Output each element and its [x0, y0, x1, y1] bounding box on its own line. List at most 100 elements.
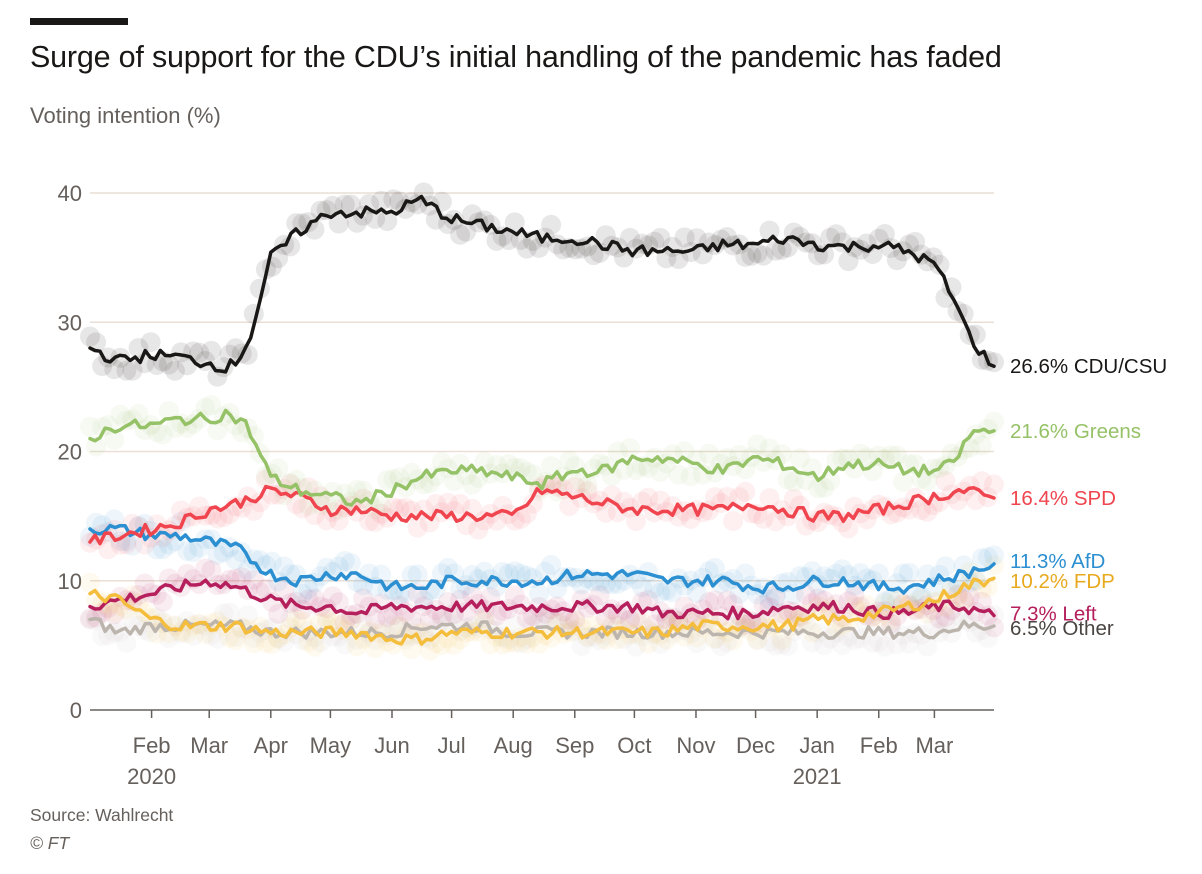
- poll-dot: [419, 473, 440, 494]
- poll-dot: [874, 636, 895, 657]
- poll-dot: [856, 594, 877, 615]
- poll-dot: [122, 608, 143, 629]
- x-tick-label: Jul: [438, 733, 466, 758]
- x-tick-label: Mar: [190, 733, 228, 758]
- poll-dot: [735, 563, 756, 584]
- series-end-label: 7.3% Left: [1010, 603, 1097, 626]
- poll-dot: [826, 506, 847, 527]
- poll-dot: [268, 248, 289, 269]
- poll-dot: [698, 443, 719, 464]
- poll-dot: [941, 600, 962, 621]
- poll-dot: [431, 452, 452, 473]
- poll-dot: [547, 612, 568, 633]
- poll-dot: [686, 633, 707, 654]
- poll-dot: [298, 589, 319, 610]
- poll-dot: [680, 466, 701, 487]
- poll-dot: [844, 630, 865, 651]
- poll-dot: [359, 511, 380, 532]
- poll-dot: [158, 354, 179, 375]
- y-tick-label: 10: [58, 569, 82, 594]
- poll-dot: [116, 599, 137, 620]
- poll-dot: [80, 416, 100, 437]
- poll-dot: [528, 633, 549, 654]
- poll-dot: [838, 448, 859, 469]
- poll-dot: [189, 537, 210, 558]
- poll-dot: [177, 563, 198, 584]
- poll-dot: [431, 635, 452, 656]
- poll-dot: [444, 635, 465, 656]
- poll-dot: [880, 445, 901, 466]
- poll-dot: [310, 632, 331, 653]
- poll-dot: [601, 574, 622, 595]
- poll-dot: [692, 599, 713, 620]
- poll-dot: [383, 614, 404, 635]
- poll-dot: [474, 561, 495, 582]
- poll-dot: [468, 519, 489, 540]
- poll-dot: [862, 461, 883, 482]
- poll-dot: [146, 539, 167, 560]
- y-tick-label: 0: [70, 698, 82, 723]
- poll-dot: [304, 636, 325, 657]
- poll-dot: [116, 410, 137, 431]
- poll-dot: [607, 441, 628, 462]
- poll-dot: [377, 606, 398, 627]
- poll-dot: [789, 226, 810, 247]
- poll-dot: [735, 481, 756, 502]
- poll-dot: [334, 620, 355, 641]
- poll-dot: [207, 628, 228, 649]
- poll-dot: [437, 492, 458, 513]
- poll-dot: [164, 360, 185, 381]
- poll-dot: [947, 586, 968, 607]
- poll-dot: [183, 625, 204, 646]
- poll-dot: [650, 461, 671, 482]
- poll-dot: [346, 479, 367, 500]
- poll-dot: [571, 472, 592, 493]
- poll-dot: [577, 236, 598, 257]
- poll-dot: [365, 638, 386, 659]
- poll-dot: [753, 508, 774, 529]
- poll-dot: [553, 601, 574, 622]
- poll-dot: [516, 238, 537, 259]
- chart-title: Surge of support for the CDU’s initial h…: [30, 40, 1002, 74]
- poll-dot: [243, 500, 264, 521]
- poll-dot: [899, 234, 920, 255]
- poll-dot: [929, 254, 950, 275]
- poll-dot: [510, 508, 531, 529]
- poll-dot: [905, 231, 926, 252]
- poll-dot: [201, 505, 222, 526]
- poll-dot: [571, 488, 592, 509]
- poll-dot: [650, 490, 671, 511]
- poll-dot: [959, 586, 980, 607]
- poll-dot: [158, 568, 179, 589]
- poll-dot: [334, 550, 355, 571]
- poll-dot: [328, 213, 349, 234]
- poll-dot: [298, 212, 319, 233]
- poll-dot: [498, 563, 519, 584]
- x-tick-label: Mar: [915, 733, 953, 758]
- poll-dot: [371, 564, 392, 585]
- poll-dot: [456, 575, 477, 596]
- poll-dot: [959, 572, 980, 593]
- poll-dot: [86, 436, 107, 457]
- poll-dot: [565, 476, 586, 497]
- poll-dot: [189, 496, 210, 517]
- poll-dot: [759, 438, 780, 459]
- poll-dot: [765, 240, 786, 261]
- poll-dot: [522, 493, 543, 514]
- poll-dot: [395, 497, 416, 518]
- poll-dot: [923, 600, 944, 621]
- poll-dot: [977, 418, 998, 439]
- poll-dot: [959, 612, 980, 633]
- poll-dot: [747, 243, 768, 264]
- poll-dot: [243, 549, 264, 570]
- poll-dot: [292, 611, 313, 632]
- x-year-label: 2020: [127, 764, 176, 789]
- poll-dot: [158, 534, 179, 555]
- poll-dot: [638, 589, 659, 610]
- poll-dot: [158, 401, 179, 422]
- poll-dot: [601, 466, 622, 487]
- poll-dot: [262, 634, 283, 655]
- poll-dot: [668, 464, 689, 485]
- poll-dot: [820, 227, 841, 248]
- poll-dot: [225, 568, 246, 589]
